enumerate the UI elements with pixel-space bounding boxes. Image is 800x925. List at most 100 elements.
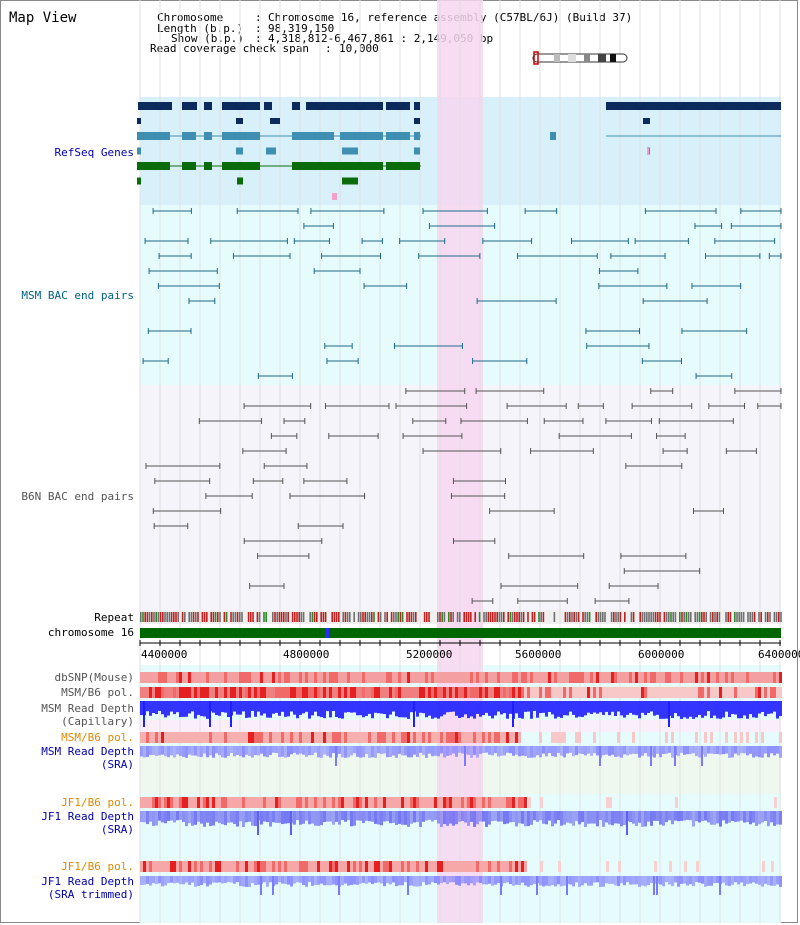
label-jf1-b6-pol[interactable]: JF1/B6 pol.: [61, 796, 134, 809]
repeat-mark: [459, 612, 461, 622]
label-jf1-b6-pol-2[interactable]: JF1/B6 pol.: [61, 860, 134, 873]
depth-bar: [389, 701, 392, 715]
pol-heat: [152, 861, 155, 872]
depth-bar: [503, 701, 506, 714]
pol-heat: [602, 687, 605, 698]
label-msm-read-depth-sra[interactable]: MSM Read Depth: [41, 745, 134, 758]
pol-heat: [179, 672, 182, 683]
depth-bar: [152, 876, 155, 884]
depth-bar: [491, 811, 494, 822]
pol-heat: [209, 861, 212, 872]
depth-bar: [239, 701, 242, 715]
depth-bar: [659, 746, 662, 758]
pol-heat: [251, 687, 254, 698]
depth-bar: [701, 701, 704, 718]
depth-bar: [179, 701, 182, 718]
pol-heat: [455, 797, 458, 808]
depth-bar: [356, 746, 359, 757]
depth-bar: [677, 811, 680, 822]
pol-heat: [335, 861, 338, 872]
depth-bar: [638, 701, 641, 719]
depth-bar: [530, 701, 533, 719]
pol-heat: [341, 797, 344, 808]
pol-heat: [236, 861, 239, 872]
label-repeat[interactable]: Repeat: [94, 611, 134, 624]
depth-bar: [620, 876, 623, 884]
depth-bar: [521, 701, 524, 719]
pol-heat: [542, 687, 545, 698]
pol-heat: [257, 797, 260, 808]
depth-bar: [677, 746, 680, 757]
repeat-mark: [610, 612, 613, 622]
depth-bar: [410, 876, 413, 886]
pol-heat: [359, 797, 362, 808]
repeat-mark: [274, 612, 276, 622]
chromosome-key: Chromosome: [157, 11, 224, 24]
pol-heat: [557, 687, 560, 698]
label-msm-bac-end-pairs[interactable]: MSM BAC end pairs: [21, 289, 134, 302]
gene-exon: [266, 147, 276, 155]
colon-1: :: [255, 11, 262, 24]
pol-heat: [386, 732, 389, 743]
label-msm-read-depth-capillary[interactable]: MSM Read Depth: [41, 702, 134, 715]
depth-bar: [164, 876, 167, 886]
label-msm-b6-pol-2[interactable]: MSM/B6 pol.: [61, 731, 134, 744]
label-msm-b6-pol[interactable]: MSM/B6 pol.: [61, 686, 134, 699]
label-b6n-bac-end-pairs[interactable]: B6N BAC end pairs: [21, 490, 134, 503]
depth-bar: [236, 876, 239, 883]
pol-heat: [290, 672, 293, 683]
repeat-mark: [360, 612, 362, 622]
pol-heat: [452, 861, 455, 872]
chromosome-ideogram[interactable]: [530, 51, 630, 65]
depth-bar: [272, 811, 275, 823]
gene-marker: [647, 148, 649, 155]
label-dbsnp[interactable]: dbSNP(Mouse): [54, 671, 134, 684]
pol-heat: [359, 687, 362, 698]
label-jf1-read-depth-trimmed[interactable]: JF1 Read Depth: [41, 875, 134, 888]
pol-heat: [758, 672, 761, 683]
depth-bar: [716, 811, 719, 824]
depth-bar: [644, 811, 647, 827]
depth-bar: [203, 746, 206, 754]
pol-heat: [518, 861, 521, 872]
pol-heat: [356, 672, 359, 683]
pol-heat: [275, 732, 278, 743]
pol-heat: [701, 672, 704, 683]
pol-heat: [302, 672, 305, 683]
label-refseq-genes[interactable]: RefSeq Genes: [54, 146, 134, 159]
depth-bar: [146, 746, 149, 757]
depth-bar: [395, 876, 398, 887]
pol-heat: [446, 687, 449, 698]
gene-marker: [332, 193, 337, 200]
depth-bar: [233, 746, 236, 757]
label-chromosome[interactable]: chromosome 16: [47, 626, 134, 639]
depth-bar: [602, 701, 605, 715]
pol-heat: [323, 797, 326, 808]
depth-bar: [755, 746, 758, 757]
repeat-mark: [206, 612, 208, 622]
depth-bar: [506, 746, 509, 753]
depth-bar: [332, 746, 335, 754]
depth-bar: [479, 746, 482, 754]
pol-heat: [638, 672, 641, 683]
depth-bar: [506, 876, 509, 883]
depth-bar: [728, 701, 731, 718]
pol-heat: [488, 687, 491, 698]
label-msm-read-depth-capillary-2: (Capillary): [61, 715, 134, 728]
pol-heat: [479, 797, 482, 808]
depth-bar: [587, 746, 590, 754]
depth-bar: [416, 746, 419, 757]
depth-bar: [443, 876, 446, 883]
repeat-mark: [144, 612, 146, 622]
depth-bar: [452, 701, 455, 712]
depth-bar: [680, 811, 683, 821]
depth-bar: [161, 701, 164, 715]
pol-heat: [494, 732, 497, 743]
label-jf1-read-depth-sra[interactable]: JF1 Read Depth: [41, 810, 134, 823]
pol-heat: [521, 687, 524, 698]
depth-bar: [254, 701, 257, 717]
depth-bar: [242, 876, 245, 887]
pol-heat: [398, 861, 401, 872]
pol-heat: [653, 687, 656, 698]
